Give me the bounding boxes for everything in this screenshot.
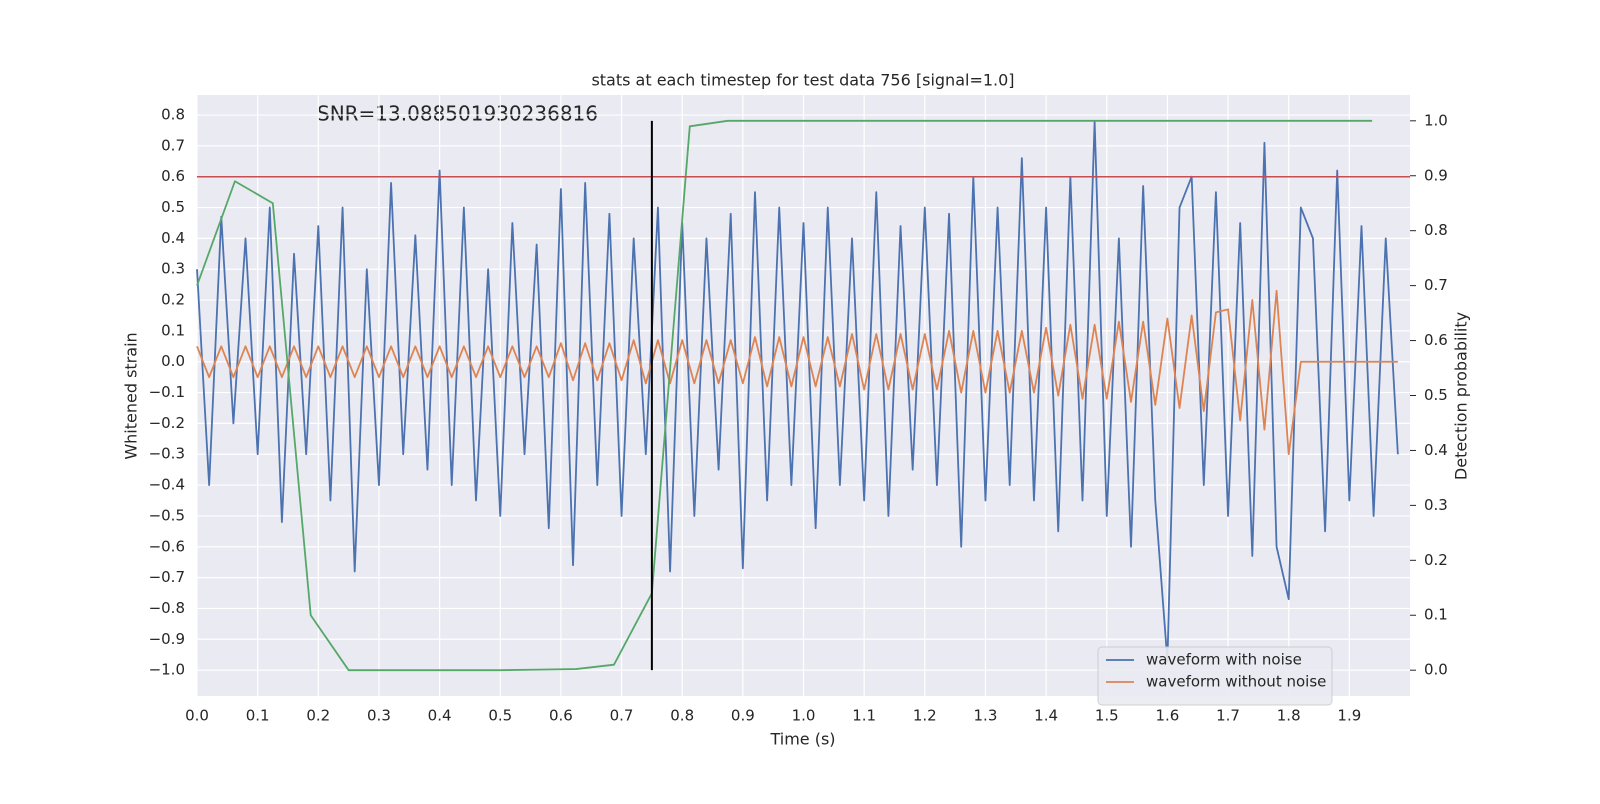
x-tick-label: 0.3 [367,707,391,725]
x-tick-label: 0.1 [246,707,270,725]
x-tick-label: 1.5 [1095,707,1119,725]
y-tick-label: −0.2 [149,414,185,432]
y-tick-label: 0.6 [161,167,185,185]
y-tick-label: 0.7 [161,136,185,154]
y2-tick-label: 0.3 [1424,496,1448,514]
y2-tick-label: 0.0 [1424,661,1448,679]
x-tick-label: 1.8 [1277,707,1301,725]
legend: waveform with noise waveform without nois… [1097,646,1333,706]
series-line [196,119,1373,672]
y2-tick-label: 0.4 [1424,441,1448,459]
y-tick-label: −0.3 [149,445,185,463]
x-tick-label: 1.0 [792,707,816,725]
x-tick-label: 0.9 [731,707,755,725]
legend-box [1097,646,1333,706]
grid [196,95,1410,696]
x-tick-label: 0.4 [428,707,452,725]
y-tick-label: −0.7 [149,568,185,586]
legend-label: waveform without noise [1146,673,1326,691]
y-tick-label: 0.8 [161,106,185,124]
marks [196,119,1410,672]
x-tick-label: 0.0 [185,707,209,725]
y-tick-label: −0.5 [149,506,185,524]
y-tick-label: −0.1 [149,383,185,401]
y-tick-label: 0.0 [161,352,185,370]
y-tick-label: −1.0 [149,661,185,679]
y2-tick-label: 0.7 [1424,276,1448,294]
y2-tick-label: 1.0 [1424,111,1448,129]
y-tick-label: −0.8 [149,599,185,617]
x-tick-label: 1.9 [1337,707,1361,725]
y2-tick-label: 0.8 [1424,221,1448,239]
legend-label: waveform with noise [1146,651,1302,669]
y2-tick-label: 0.1 [1424,606,1448,624]
y-tick-label: 0.5 [161,198,185,216]
tick-labels: 0.0 0.1 0.2 0.3 0.4 0.5 0.6 0.7 0.8 0.9 1.0 1.1 1.2 1… [149,106,1448,725]
x-tick-label: 0.8 [670,707,694,725]
chart-title: stats at each timestep for test data 756… [591,71,1014,90]
y-tick-label: 0.3 [161,260,185,278]
annotation: SNR=13.088501930236816 [317,102,598,126]
x-tick-label: 0.5 [488,707,512,725]
y2-tick-label: 0.5 [1424,386,1448,404]
y2-tick-label: 0.9 [1424,166,1448,184]
y2-tick-label: 0.6 [1424,331,1448,349]
x-tick-label: 0.6 [549,707,573,725]
x-tick-label: 1.6 [1155,707,1179,725]
x-tick-label: 1.2 [913,707,937,725]
x-tick-label: 1.4 [1034,707,1058,725]
x-tick-label: 1.7 [1216,707,1240,725]
x-tick-label: 0.2 [306,707,330,725]
y-axis-label: Whitened strain [122,332,141,459]
x-axis-label: Time (s) [769,730,835,749]
y-tick-label: 0.1 [161,321,185,339]
series-line [196,289,1398,456]
x-tick-label: 1.1 [852,707,876,725]
y-tick-label: −0.4 [149,476,185,494]
x-tick-label: 0.7 [610,707,634,725]
y2-axis-label: Detection probability [1452,312,1471,480]
y-tick-label: 0.4 [161,229,185,247]
y2-tick-label: 0.2 [1424,551,1448,569]
y-tick-label: 0.2 [161,291,185,309]
series-line [196,120,1399,662]
y-tick-label: −0.6 [149,537,185,555]
y-tick-label: −0.9 [149,630,185,648]
x-tick-label: 1.3 [974,707,998,725]
